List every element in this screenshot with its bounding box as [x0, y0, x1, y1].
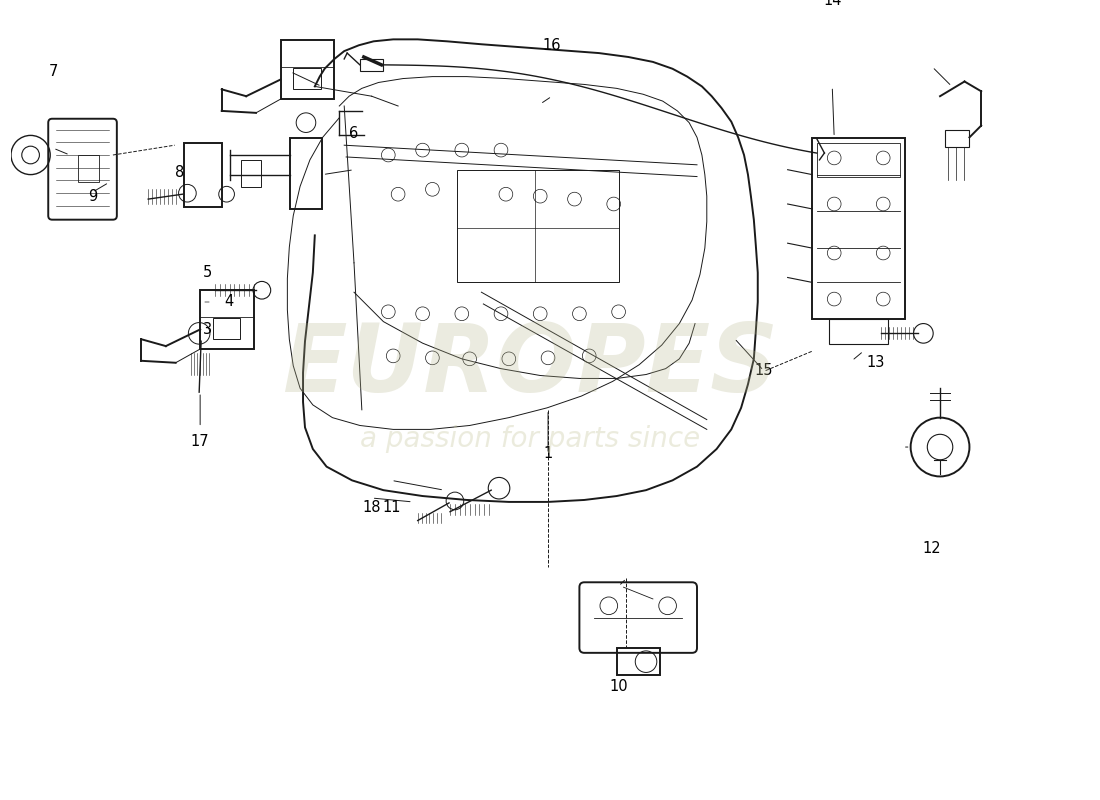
- Bar: [360, 59, 384, 70]
- Bar: [456, 170, 618, 282]
- Bar: [213, 318, 240, 339]
- Text: 16: 16: [542, 38, 561, 53]
- Bar: [200, 290, 254, 349]
- Bar: [817, 142, 900, 177]
- Bar: [290, 138, 321, 209]
- Text: 1: 1: [543, 446, 552, 462]
- Text: 9: 9: [88, 189, 97, 204]
- Text: 17: 17: [190, 434, 209, 449]
- Text: EUROPES: EUROPES: [283, 320, 779, 412]
- Text: 10: 10: [609, 678, 628, 694]
- Bar: [617, 648, 660, 675]
- Text: 6: 6: [350, 126, 359, 141]
- Text: 5: 5: [202, 265, 211, 280]
- Bar: [185, 143, 222, 207]
- Bar: [945, 130, 969, 147]
- Text: 13: 13: [866, 355, 884, 370]
- Text: 11: 11: [382, 500, 400, 515]
- Text: a passion for parts since: a passion for parts since: [361, 426, 701, 453]
- Bar: [241, 160, 261, 187]
- Bar: [280, 40, 334, 99]
- Text: 18: 18: [362, 500, 381, 515]
- Bar: [78, 155, 99, 182]
- Text: 3: 3: [202, 322, 211, 337]
- Bar: [812, 138, 905, 319]
- Text: 7: 7: [48, 64, 58, 79]
- Text: 8: 8: [175, 165, 184, 180]
- Bar: [829, 319, 888, 344]
- Text: 14: 14: [823, 0, 842, 8]
- Text: 4: 4: [224, 294, 233, 310]
- Text: 12: 12: [923, 542, 942, 557]
- Text: 15: 15: [755, 363, 773, 378]
- Bar: [294, 68, 321, 90]
